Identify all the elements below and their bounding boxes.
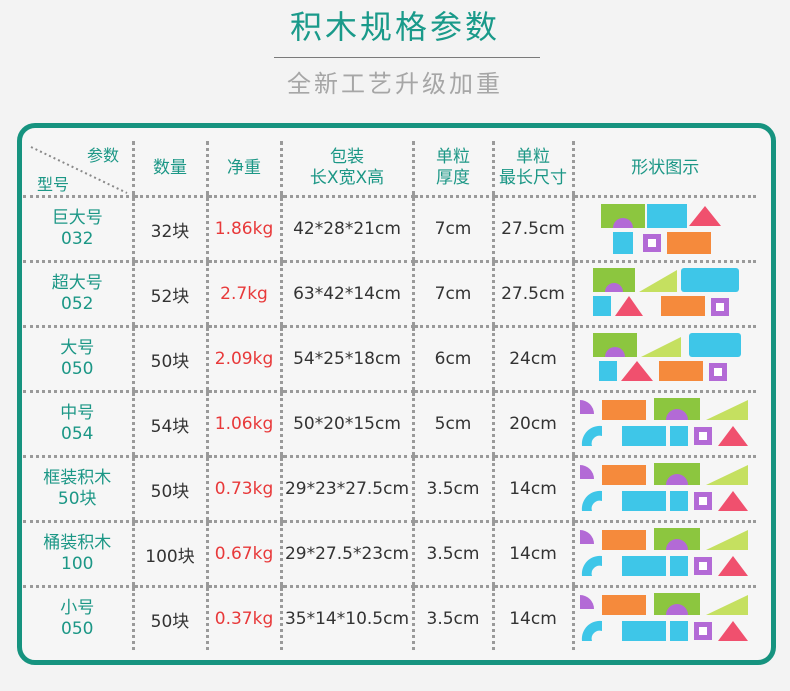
- model-name: 框装积木: [43, 468, 112, 488]
- header-length-line2: 最长尺寸: [499, 168, 567, 188]
- pack-cell: 29*23*27.5cm: [279, 456, 413, 523]
- qty-cell: 52块: [131, 261, 207, 328]
- qty-cell: 32块: [131, 196, 207, 263]
- header-shape: 形状图示: [571, 141, 756, 198]
- qty-cell: 50块: [131, 456, 207, 523]
- model-cell: 框装积木 50块: [23, 456, 133, 523]
- qty-cell: 50块: [131, 326, 207, 393]
- model-cell: 中号 054: [23, 391, 133, 458]
- spec-table: 参数 型号 数量 净重 包装 长X宽X高 单粒 厚度 单粒 最长尺寸 形状图示 …: [23, 141, 756, 650]
- thickness-cell: 6cm: [411, 326, 493, 393]
- model-code: 054: [61, 424, 94, 444]
- weight-cell: 0.73kg: [205, 456, 281, 523]
- thickness-cell: 7cm: [411, 196, 493, 263]
- model-name: 中号: [60, 403, 95, 423]
- corner-label-params: 参数: [86, 146, 119, 165]
- shape-cell: [571, 196, 756, 263]
- blocks-illustration-icon: [580, 463, 749, 511]
- pack-cell: 54*25*18cm: [279, 326, 413, 393]
- title-divider: [274, 57, 540, 58]
- header-thickness-line1: 单粒: [436, 147, 470, 167]
- model-cell: 大号 050: [23, 326, 133, 393]
- qty-cell: 100块: [131, 521, 207, 588]
- model-name: 大号: [60, 338, 95, 358]
- pack-cell: 50*20*15cm: [279, 391, 413, 458]
- length-cell: 27.5cm: [491, 196, 573, 263]
- table-row: 超大号 052 52块 2.7kg 63*42*14cm 7cm 27.5cm: [23, 261, 756, 328]
- shape-cell: [571, 521, 756, 588]
- header-pack: 包装 长X宽X高: [279, 141, 413, 198]
- thickness-cell: 3.5cm: [411, 521, 493, 588]
- length-cell: 14cm: [491, 456, 573, 523]
- model-code: 100: [61, 554, 94, 574]
- header-thickness: 单粒 厚度: [411, 141, 493, 198]
- shape-cell: [571, 456, 756, 523]
- model-cell: 超大号 052: [23, 261, 133, 328]
- header-qty: 数量: [131, 141, 207, 198]
- weight-cell: 2.7kg: [205, 261, 281, 328]
- header-pack-line1: 包装: [330, 147, 364, 167]
- table-row: 小号 050 50块 0.37kg 35*14*10.5cm 3.5cm 14c…: [23, 586, 756, 651]
- model-cell: 巨大号 032: [23, 196, 133, 263]
- model-cell: 小号 050: [23, 587, 133, 651]
- model-name: 巨大号: [51, 208, 103, 228]
- length-cell: 14cm: [491, 586, 573, 650]
- table-row: 巨大号 032 32块 1.86kg 42*28*21cm 7cm 27.5cm: [23, 196, 756, 263]
- qty-cell: 50块: [131, 586, 207, 650]
- pack-cell: 35*14*10.5cm: [279, 586, 413, 650]
- qty-cell: 54块: [131, 391, 207, 458]
- blocks-illustration-icon: [580, 593, 749, 641]
- thickness-cell: 3.5cm: [411, 456, 493, 523]
- length-cell: 14cm: [491, 521, 573, 588]
- model-name: 桶装积木: [43, 533, 112, 553]
- model-code: 032: [61, 229, 94, 249]
- blocks-illustration-icon: [580, 528, 749, 576]
- thickness-cell: 3.5cm: [411, 586, 493, 650]
- model-name: 小号: [60, 598, 95, 618]
- weight-cell: 1.06kg: [205, 391, 281, 458]
- model-code: 050: [61, 619, 94, 639]
- corner-label-model: 型号: [37, 175, 70, 194]
- pack-cell: 63*42*14cm: [279, 261, 413, 328]
- weight-cell: 2.09kg: [205, 326, 281, 393]
- model-cell: 桶装积木 100: [23, 521, 133, 588]
- pack-cell: 42*28*21cm: [279, 196, 413, 263]
- page-title: 积木规格参数: [289, 8, 500, 46]
- length-cell: 20cm: [491, 391, 573, 458]
- model-code: 052: [61, 294, 94, 314]
- blocks-illustration-icon: [593, 333, 742, 381]
- weight-cell: 0.37kg: [205, 586, 281, 650]
- model-code: 050: [61, 359, 94, 379]
- page-subtitle: 全新工艺升级加重: [287, 70, 503, 98]
- header-length: 单粒 最长尺寸: [491, 141, 573, 198]
- weight-cell: 1.86kg: [205, 196, 281, 263]
- table-row: 中号 054 54块 1.06kg 50*20*15cm 5cm 20cm: [23, 391, 756, 458]
- table-row: 框装积木 50块 50块 0.73kg 29*23*27.5cm 3.5cm 1…: [23, 456, 756, 523]
- header-pack-line2: 长X宽X高: [309, 168, 385, 188]
- weight-cell: 0.67kg: [205, 521, 281, 588]
- table-row: 桶装积木 100 100块 0.67kg 29*27.5*23cm 3.5cm …: [23, 521, 756, 588]
- length-cell: 24cm: [491, 326, 573, 393]
- blocks-illustration-icon: [580, 398, 749, 446]
- thickness-cell: 5cm: [411, 391, 493, 458]
- blocks-illustration-icon: [593, 268, 740, 316]
- pack-cell: 29*27.5*23cm: [279, 521, 413, 588]
- blocks-illustration-icon: [601, 204, 722, 254]
- length-cell: 27.5cm: [491, 261, 573, 328]
- shape-cell: [571, 326, 756, 393]
- header-weight: 净重: [205, 141, 281, 198]
- shape-cell: [571, 261, 756, 328]
- thickness-cell: 7cm: [411, 261, 493, 328]
- model-code: 50块: [57, 489, 97, 509]
- header-thickness-line2: 厚度: [436, 168, 470, 188]
- header-length-line1: 单粒: [516, 147, 550, 167]
- table-row: 大号 050 50块 2.09kg 54*25*18cm 6cm 24cm: [23, 326, 756, 393]
- table-header-row: 参数 型号 数量 净重 包装 长X宽X高 单粒 厚度 单粒 最长尺寸 形状图示: [23, 141, 756, 198]
- model-name: 超大号: [51, 273, 103, 293]
- corner-header: 参数 型号: [23, 141, 133, 198]
- shape-cell: [571, 586, 756, 650]
- shape-cell: [571, 391, 756, 458]
